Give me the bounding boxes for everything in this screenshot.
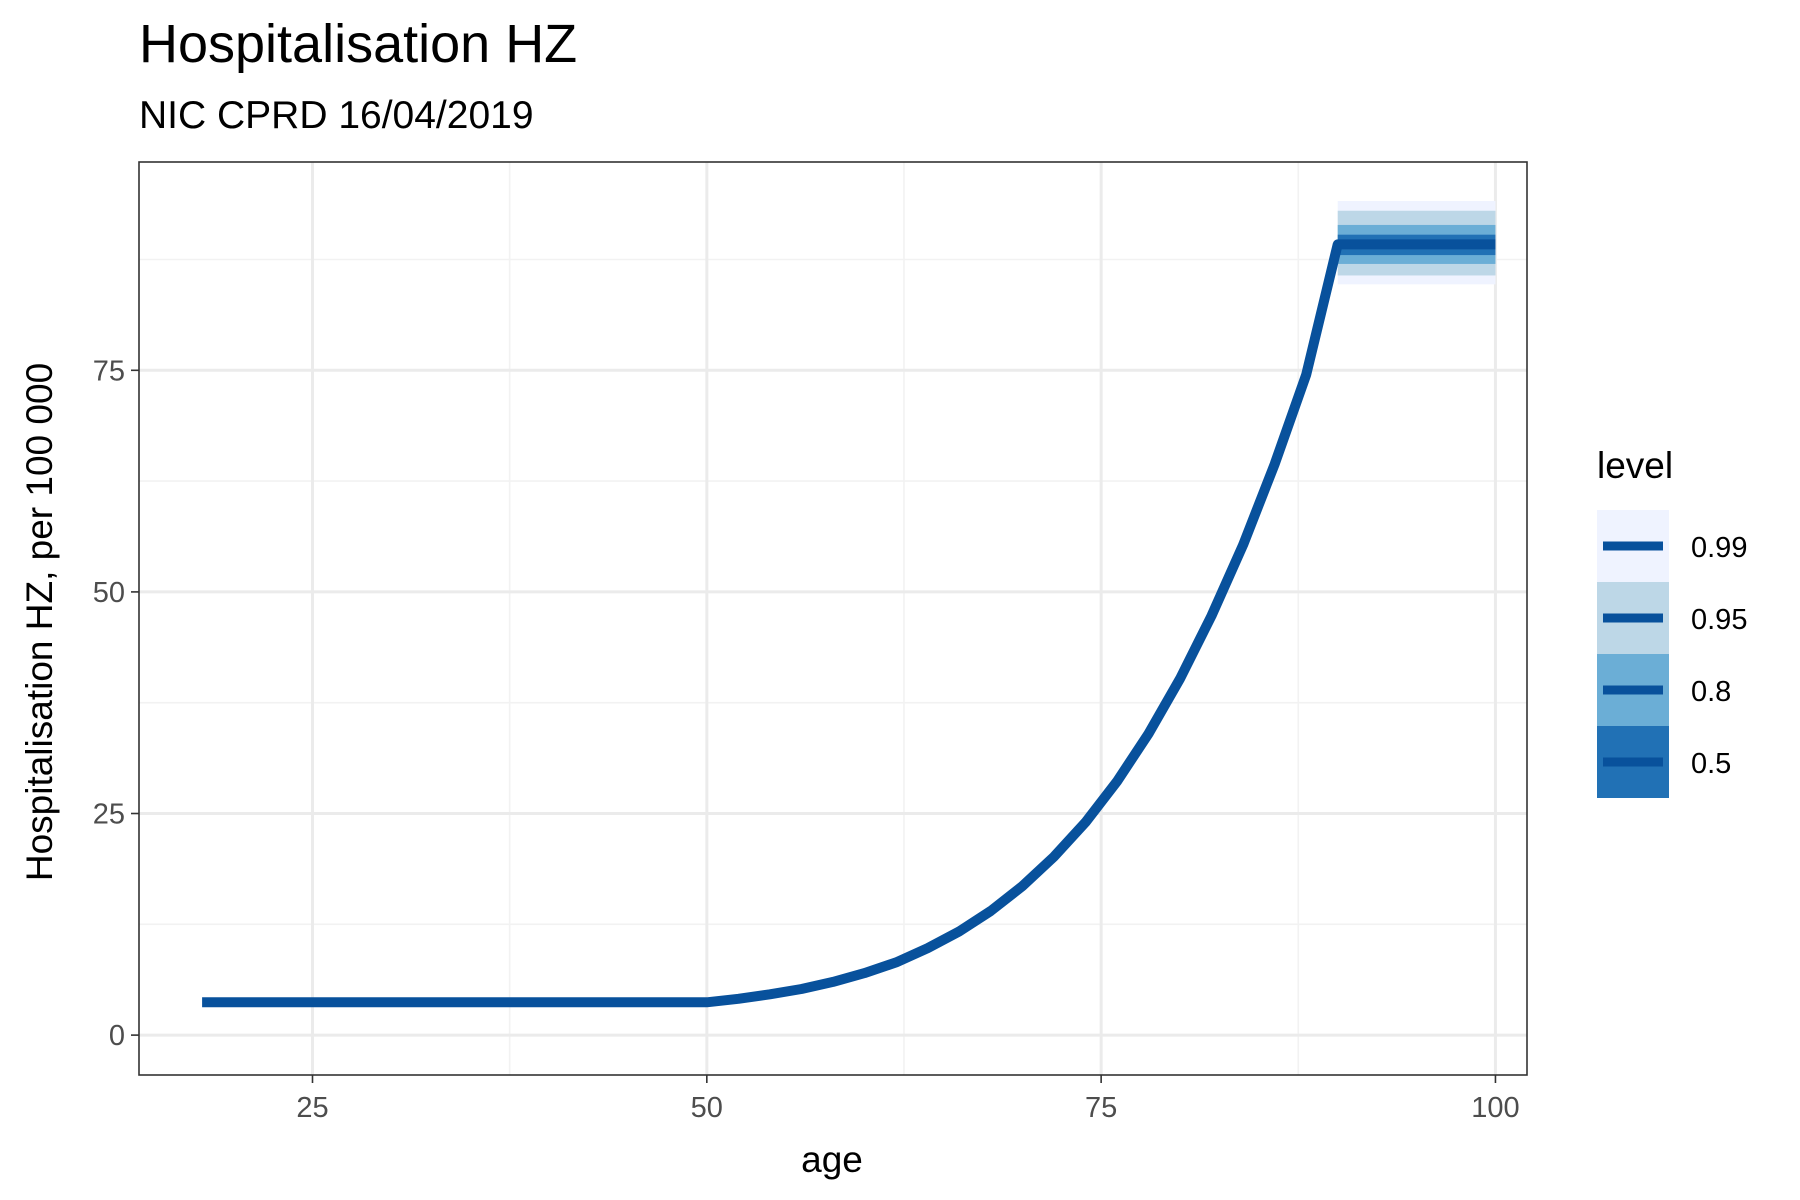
y-tick-label: 75 — [93, 355, 125, 387]
panel-border — [138, 161, 1528, 1076]
x-axis-title: age — [801, 1139, 863, 1180]
legend-label: 0.8 — [1691, 676, 1731, 708]
x-tick-label: 100 — [1471, 1092, 1519, 1124]
legend: level 0.99 0.95 0.8 0.5 — [1597, 445, 1747, 798]
legend-title: level — [1597, 445, 1673, 486]
y-tick-label: 50 — [93, 577, 125, 609]
series-lines — [202, 239, 1496, 1008]
y-tick-label: 25 — [93, 799, 125, 831]
panel-background — [139, 162, 1527, 1075]
legend-label: 0.99 — [1691, 532, 1747, 564]
x-tick-label: 50 — [691, 1092, 723, 1124]
x-tick-label: 25 — [296, 1092, 328, 1124]
grid-lines — [139, 162, 1527, 1075]
x-tick-label: 75 — [1085, 1092, 1117, 1124]
legend-label: 0.95 — [1691, 604, 1747, 636]
chart-title: Hospitalisation HZ — [139, 14, 577, 74]
y-tick-label: 0 — [109, 1020, 125, 1052]
series-line — [202, 239, 1496, 1008]
chart-subtitle: NIC CPRD 16/04/2019 — [139, 94, 534, 137]
axes: 25 50 75 100 0 25 50 75 — [93, 355, 1520, 1124]
legend-label: 0.5 — [1691, 748, 1731, 780]
y-axis-title: Hospitalisation HZ, per 100 000 — [19, 363, 60, 881]
